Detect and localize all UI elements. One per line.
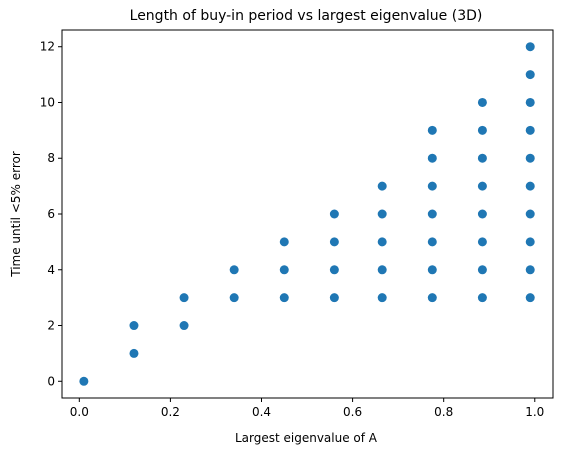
y-tick-label: 12 (40, 40, 55, 54)
data-point (377, 265, 387, 275)
x-axis-ticks: 0.0 0.2 0.4 0.6 0.8 1.0 (70, 398, 544, 419)
x-tick-label: 0.8 (434, 405, 453, 419)
x-tick-label: 0.0 (70, 405, 89, 419)
data-point (477, 293, 487, 303)
data-point (525, 237, 535, 247)
data-point (329, 209, 339, 219)
y-tick-label: 6 (47, 207, 55, 221)
x-tick-label: 0.2 (161, 405, 180, 419)
data-point (477, 265, 487, 275)
data-point (427, 265, 437, 275)
x-tick-label: 0.6 (343, 405, 362, 419)
data-point (329, 265, 339, 275)
y-axis-title: Time until <5% error (9, 151, 23, 278)
data-point (279, 237, 289, 247)
y-tick-label: 0 (47, 374, 55, 388)
data-point (477, 209, 487, 219)
data-point (329, 293, 339, 303)
data-point (377, 181, 387, 191)
data-point (525, 265, 535, 275)
data-point (179, 293, 189, 303)
data-point (525, 42, 535, 52)
data-point (525, 153, 535, 163)
x-tick-label: 0.4 (252, 405, 271, 419)
data-point (525, 70, 535, 80)
data-point (525, 125, 535, 135)
data-point (427, 237, 437, 247)
data-point (427, 181, 437, 191)
x-axis-title: Largest eigenvalue of A (235, 431, 378, 445)
data-point (377, 209, 387, 219)
data-point (329, 237, 339, 247)
data-point (229, 293, 239, 303)
x-tick-label: 1.0 (525, 405, 544, 419)
data-point (377, 293, 387, 303)
data-point (279, 293, 289, 303)
data-point (427, 293, 437, 303)
data-point (477, 97, 487, 107)
chart-title: Length of buy-in period vs largest eigen… (130, 8, 483, 24)
data-point (279, 265, 289, 275)
data-point (129, 348, 139, 358)
data-points (79, 42, 535, 386)
y-tick-label: 8 (47, 151, 55, 165)
data-point (427, 125, 437, 135)
data-point (477, 125, 487, 135)
data-point (525, 293, 535, 303)
data-point (427, 209, 437, 219)
data-point (229, 265, 239, 275)
data-point (129, 321, 139, 331)
y-tick-label: 10 (40, 95, 55, 109)
y-tick-label: 2 (47, 319, 55, 333)
data-point (477, 153, 487, 163)
data-point (427, 153, 437, 163)
data-point (525, 97, 535, 107)
data-point (79, 376, 89, 386)
y-tick-label: 4 (47, 263, 55, 277)
y-axis-ticks: 0 2 4 6 8 10 12 (40, 40, 62, 388)
data-point (179, 321, 189, 331)
data-point (477, 181, 487, 191)
data-point (525, 209, 535, 219)
data-point (525, 181, 535, 191)
data-point (477, 237, 487, 247)
data-point (377, 237, 387, 247)
